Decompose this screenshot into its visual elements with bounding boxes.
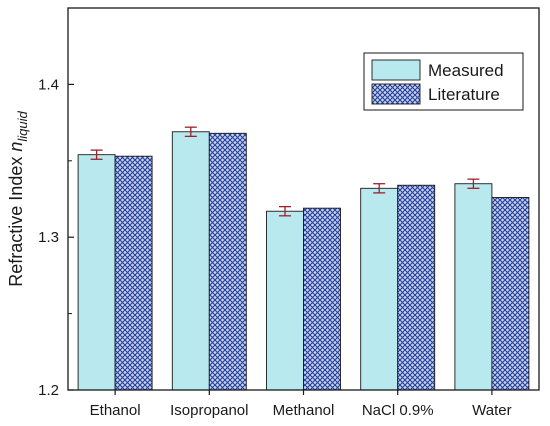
legend-swatch-measured (371, 59, 421, 81)
plot-border (67, 7, 540, 391)
y-axis: 1.2 1.3 1.4 (38, 76, 74, 399)
x-tick-label-water: Water (472, 402, 511, 419)
y-tick-label: 1.4 (38, 76, 59, 93)
bar-measured-methanol (266, 210, 304, 391)
error-bars-group (90, 126, 480, 217)
x-tick-label-ethanol: Ethanol (90, 402, 141, 419)
legend-label-measured: Measured (428, 61, 504, 80)
x-tick-label-methanol: Methanol (273, 402, 335, 419)
bar-measured-isopropanol (171, 131, 210, 391)
y-axis-label: Refractive Index nliquid (6, 111, 30, 287)
legend-swatch-literature (371, 83, 421, 105)
y-tick-label: 1.3 (38, 229, 59, 246)
bar-literature-water (491, 197, 530, 391)
y-axis-label-symbol: n (6, 142, 26, 152)
bar-literature-ethanol (114, 155, 153, 391)
x-axis: Ethanol Isopropanol Methanol NaCl 0.9% Water (90, 390, 512, 419)
legend: Measured Literature (363, 52, 524, 111)
x-tick-label-nacl-0-9: NaCl 0.9% (362, 402, 434, 419)
y-axis-label-subscript: liquid (15, 111, 30, 142)
bars-group (77, 131, 530, 391)
x-tick-label-isopropanol: Isopropanol (170, 402, 248, 419)
bar-measured-water (454, 183, 493, 391)
legend-label-literature: Literature (428, 85, 500, 104)
bar-literature-isopropanol (208, 132, 247, 391)
bar-measured-nacl-0-9 (360, 187, 399, 391)
y-tick-label: 1.2 (38, 382, 59, 399)
bar-literature-nacl-0-9 (397, 184, 436, 391)
y-axis-label-text: Refractive Index (6, 157, 26, 287)
bar-literature-methanol (303, 207, 341, 391)
bar-measured-ethanol (77, 154, 116, 391)
